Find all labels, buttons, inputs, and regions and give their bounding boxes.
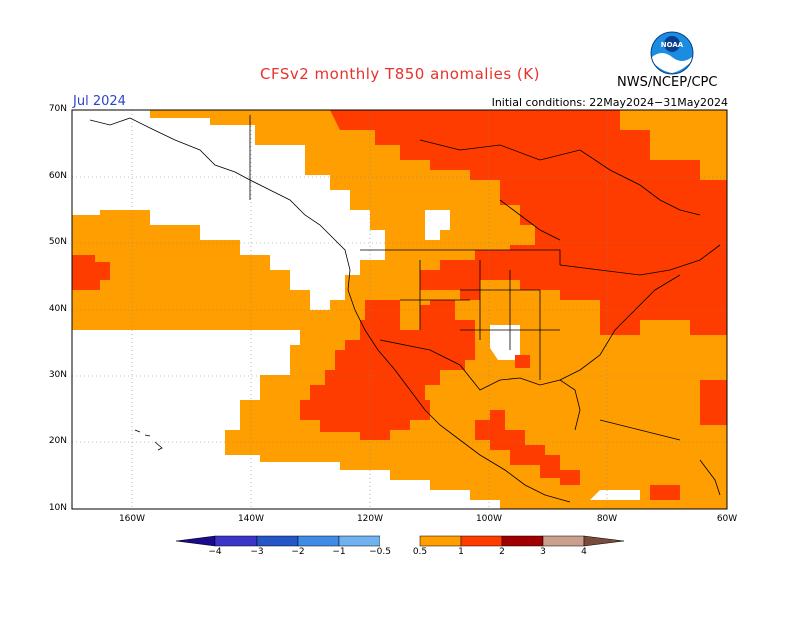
neutral-region-north-corner [72,110,90,118]
lon-tick: 100W [475,514,503,524]
svg-text:NOAA: NOAA [661,41,684,49]
colorbar-label: 2 [499,547,505,557]
colorbar-label: −3 [250,547,264,557]
forecast-month: Jul 2024 [73,94,126,109]
colorbar-segment-p05-p1 [419,535,462,547]
warm-region-gulf [475,410,580,485]
colorbar-segment-p1-p2 [460,535,503,547]
warm-region-central [515,355,530,368]
colorbar-segment-lt-m4 [175,535,216,547]
colorbar-label: −4 [208,547,222,557]
colorbar-segment-m1-m05 [338,535,381,547]
neutral-region-west-pacific [72,325,500,509]
colorbar-label: 3 [540,547,546,557]
colorbar-segment-p3-p4 [542,535,585,547]
lon-tick: 120W [356,514,384,524]
neutral-region-south [590,490,640,500]
initial-conditions: Initial conditions: 22May2024−31May2024 [491,96,728,109]
lat-tick: 30N [48,370,67,380]
warm-region-caribbean [650,485,680,500]
lat-tick: 20N [48,436,67,446]
warm-region-north [330,110,727,335]
neutral-region-north-pacific [72,110,385,310]
colorbar-segment-neutral [380,536,420,546]
neutral-region-hudson [425,210,450,240]
lat-tick: 10N [48,503,67,513]
hawaii-islands [134,429,163,451]
lat-tick: 40N [48,304,67,314]
colorbar-label: −2 [291,547,305,557]
map-frame [71,109,728,510]
colorbar-segment-p2-p3 [501,535,544,547]
colorbar-segment-m3-m2 [256,535,299,547]
neutral-region-plains [490,325,520,360]
warm-region-pacific [72,255,110,290]
warm-region-mexico [300,300,475,440]
grid-lines [72,110,727,509]
map-title: CFSv2 monthly T850 anomalies (K) [260,65,540,83]
lon-tick: 140W [237,514,265,524]
colorbar-segment-m2-m1 [297,535,340,547]
colorbar-segment-m4-m3 [214,535,258,547]
coastlines [89,115,721,503]
colorbar-label: 4 [581,547,587,557]
colorbar-label: 1 [458,547,464,557]
lon-tick: 60W [716,514,738,524]
lon-tick: 160W [118,514,146,524]
colorbar-label: −1 [332,547,346,557]
colorbar-label: 0.5 [412,547,428,557]
colorbar-segment-gt-p4 [583,535,625,547]
colorbar-label: −0.5 [369,547,391,557]
agency-label: NWS/NCEP/CPC [617,75,718,90]
lat-tick: 50N [48,237,67,247]
warm-region-atlantic [700,380,727,425]
lat-tick: 60N [48,171,67,181]
lon-tick: 80W [596,514,618,524]
lat-tick: 70N [48,104,67,114]
noaa-logo-icon: NOAA [650,31,694,75]
